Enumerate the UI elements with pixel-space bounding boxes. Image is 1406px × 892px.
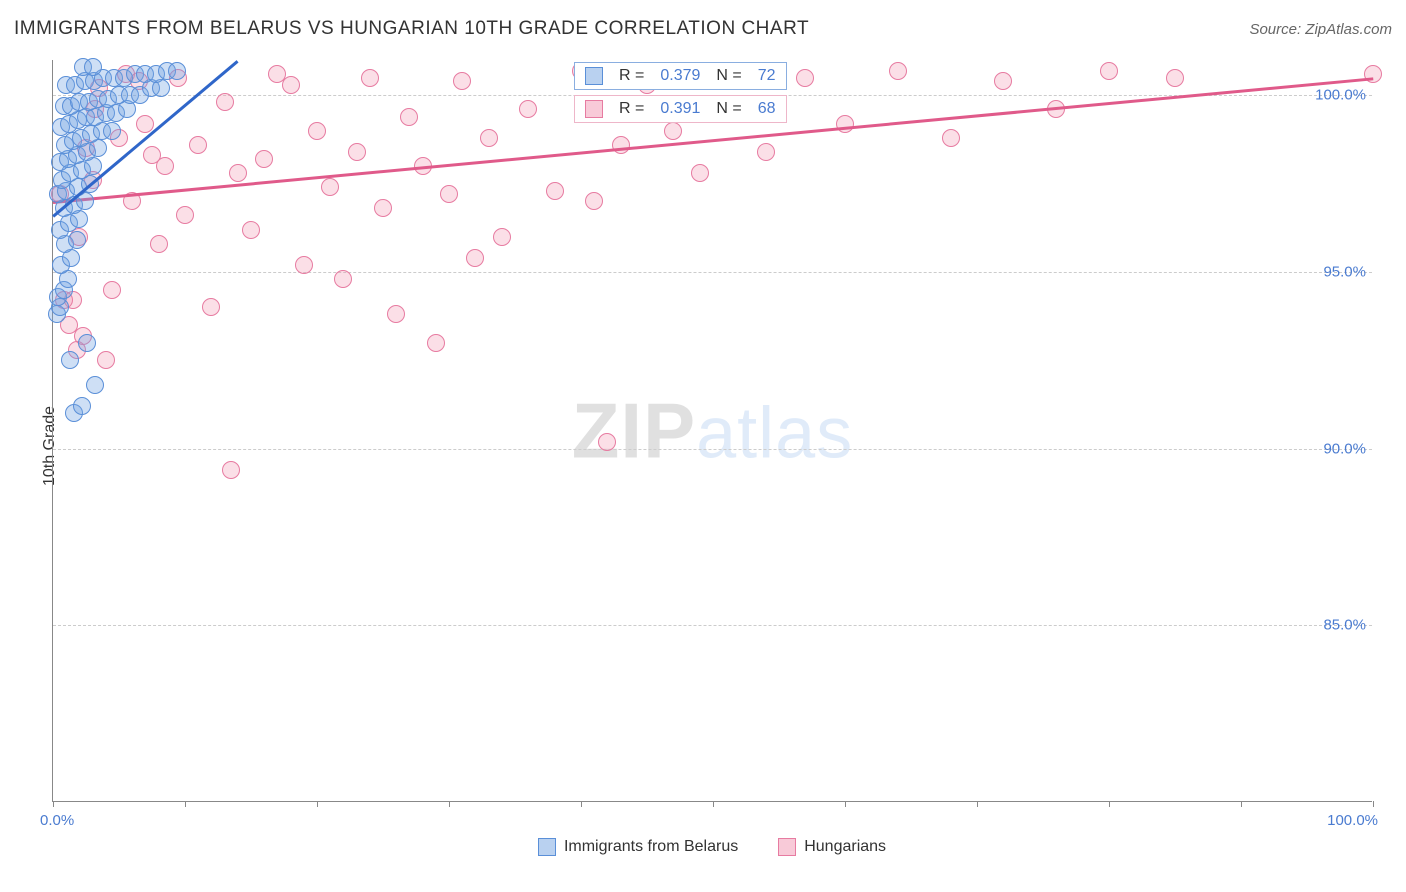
data-point	[348, 143, 366, 161]
y-tick-label: 90.0%	[1323, 440, 1366, 457]
legend-label-hungarian: Hungarians	[804, 838, 886, 856]
data-point	[216, 93, 234, 111]
stat-box-belarus: R = 0.379 N = 72	[574, 62, 787, 90]
data-point	[61, 351, 79, 369]
data-point	[78, 334, 96, 352]
data-point	[664, 122, 682, 140]
stat-box-hungarian: R = 0.391 N = 68	[574, 95, 787, 123]
data-point	[202, 298, 220, 316]
legend-swatch-pink-icon	[778, 838, 796, 856]
legend-item-belarus: Immigrants from Belarus	[538, 838, 738, 856]
data-point	[757, 143, 775, 161]
x-tick-end: 100.0%	[1327, 812, 1378, 829]
legend-item-hungarian: Hungarians	[778, 838, 886, 856]
data-point	[889, 62, 907, 80]
stat-r-value-belarus: 0.379	[660, 67, 700, 85]
data-point	[321, 178, 339, 196]
data-point	[168, 62, 186, 80]
x-axis-labels: 0.0% 100.0%	[52, 812, 1372, 836]
grid-line	[53, 625, 1372, 626]
watermark-suffix: atlas	[696, 393, 853, 473]
x-tick	[845, 801, 846, 807]
legend-swatch-blue-icon	[538, 838, 556, 856]
x-tick	[185, 801, 186, 807]
x-tick	[977, 801, 978, 807]
x-tick	[581, 801, 582, 807]
plot-area: ZIPatlas 85.0% 90.0% 95.0% 100.0%	[52, 60, 1372, 802]
data-point	[84, 58, 102, 76]
x-tick	[713, 801, 714, 807]
data-point	[612, 136, 630, 154]
data-point	[68, 231, 86, 249]
data-point	[691, 164, 709, 182]
data-point	[796, 69, 814, 87]
data-point	[97, 351, 115, 369]
y-tick-label: 100.0%	[1315, 87, 1366, 104]
stat-r-value-hungarian: 0.391	[660, 100, 700, 118]
data-point	[427, 334, 445, 352]
data-point	[86, 376, 104, 394]
stat-n-value-belarus: 72	[758, 67, 776, 85]
stat-r-label-2: R =	[619, 100, 644, 118]
data-point	[73, 397, 91, 415]
data-point	[519, 100, 537, 118]
x-tick	[317, 801, 318, 807]
y-tick-label: 85.0%	[1323, 617, 1366, 634]
chart-title: IMMIGRANTS FROM BELARUS VS HUNGARIAN 10T…	[14, 18, 809, 40]
data-point	[598, 433, 616, 451]
data-point	[1166, 69, 1184, 87]
data-point	[440, 185, 458, 203]
data-point	[585, 192, 603, 210]
data-point	[400, 108, 418, 126]
data-point	[255, 150, 273, 168]
grid-line	[53, 449, 1372, 450]
data-point	[334, 270, 352, 288]
data-point	[242, 221, 260, 239]
data-point	[546, 182, 564, 200]
data-point	[994, 72, 1012, 90]
source-label: Source: ZipAtlas.com	[1249, 21, 1392, 38]
x-tick	[1241, 801, 1242, 807]
x-tick	[1373, 801, 1374, 807]
data-point	[1100, 62, 1118, 80]
watermark: ZIPatlas	[572, 385, 853, 476]
swatch-pink-icon	[585, 100, 603, 118]
data-point	[942, 129, 960, 147]
data-point	[466, 249, 484, 267]
stat-n-label: N =	[716, 67, 741, 85]
stat-n-label-2: N =	[716, 100, 741, 118]
data-point	[295, 256, 313, 274]
data-point	[143, 146, 161, 164]
x-tick	[449, 801, 450, 807]
data-point	[453, 72, 471, 90]
legend-label-belarus: Immigrants from Belarus	[564, 838, 738, 856]
watermark-prefix: ZIP	[572, 386, 696, 474]
data-point	[222, 461, 240, 479]
data-point	[176, 206, 194, 224]
stat-r-label: R =	[619, 67, 644, 85]
x-tick-start: 0.0%	[40, 812, 74, 829]
x-tick	[1109, 801, 1110, 807]
data-point	[103, 281, 121, 299]
data-point	[189, 136, 207, 154]
legend: Immigrants from Belarus Hungarians	[52, 838, 1372, 856]
data-point	[308, 122, 326, 140]
y-tick-label: 95.0%	[1323, 264, 1366, 281]
swatch-blue-icon	[585, 67, 603, 85]
data-point	[374, 199, 392, 217]
data-point	[361, 69, 379, 87]
data-point	[282, 76, 300, 94]
data-point	[480, 129, 498, 147]
data-point	[229, 164, 247, 182]
data-point	[103, 122, 121, 140]
stat-n-value-hungarian: 68	[758, 100, 776, 118]
grid-line	[53, 272, 1372, 273]
data-point	[493, 228, 511, 246]
header: IMMIGRANTS FROM BELARUS VS HUNGARIAN 10T…	[14, 18, 1392, 40]
x-tick	[53, 801, 54, 807]
data-point	[387, 305, 405, 323]
data-point	[150, 235, 168, 253]
